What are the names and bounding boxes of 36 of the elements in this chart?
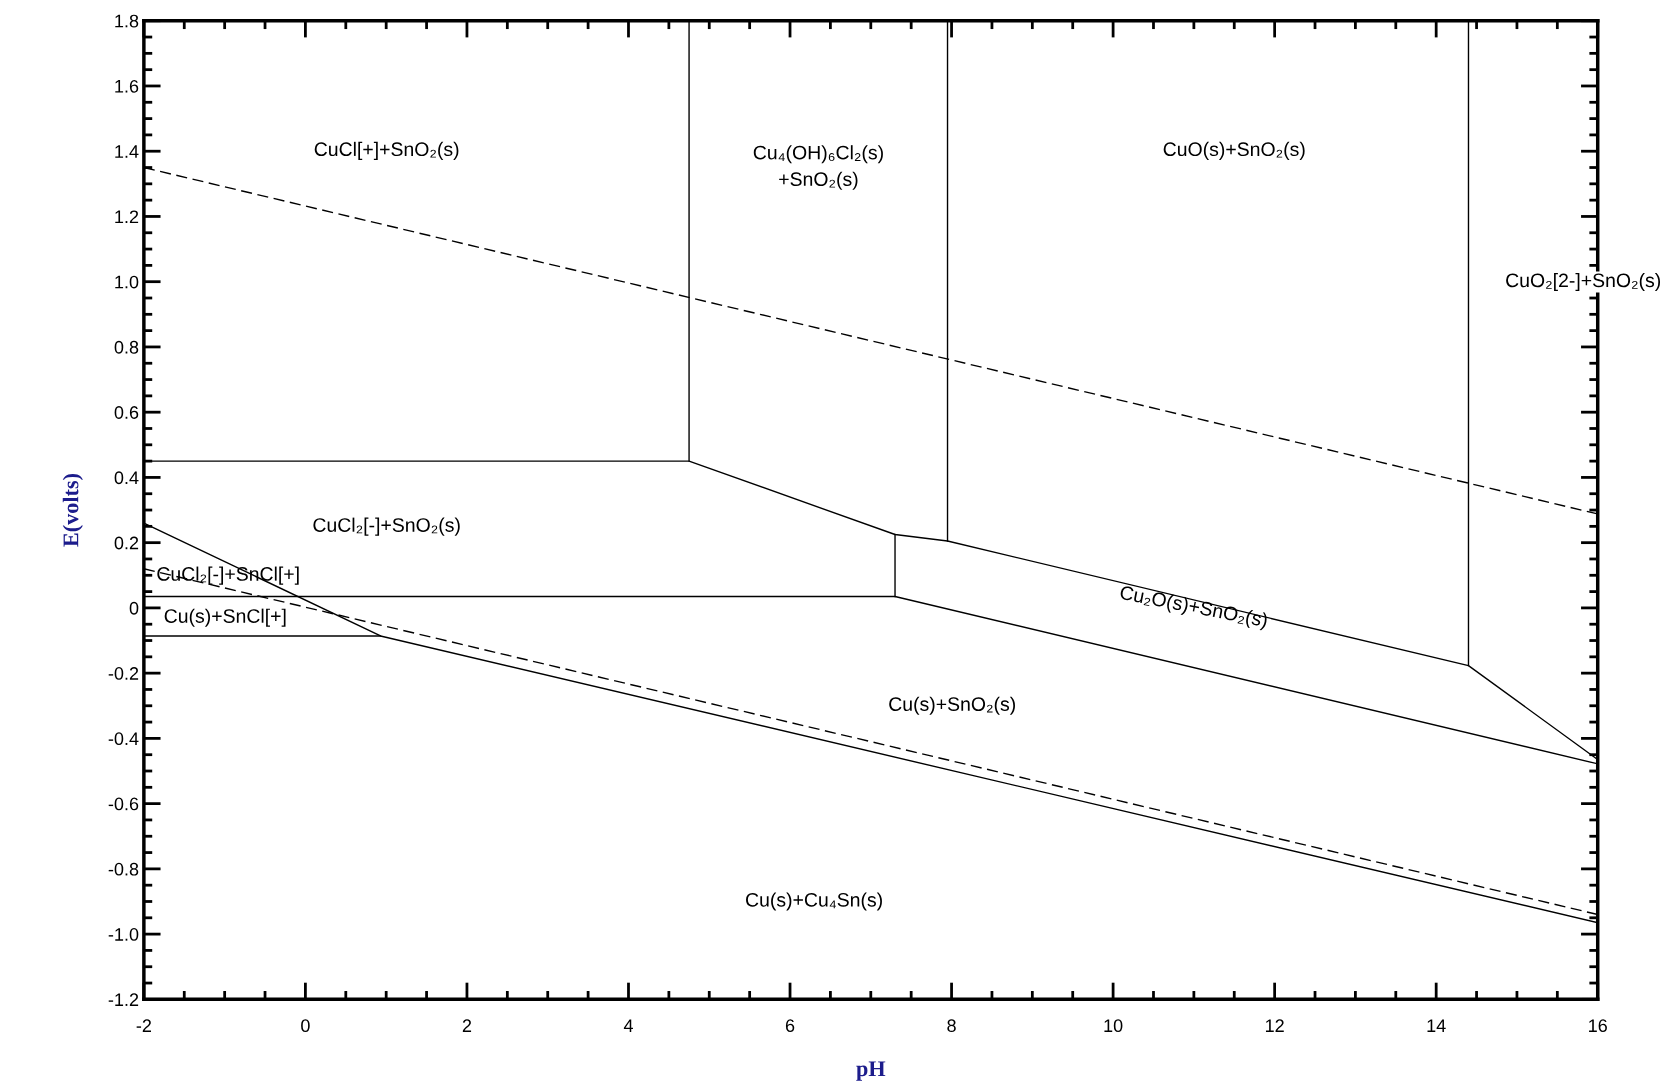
x-tick-label: 2 <box>462 1019 472 1032</box>
y-tick-label: -0.6 <box>108 797 139 811</box>
x-tick-label: 4 <box>623 1019 633 1032</box>
y-tick-label: -0.4 <box>108 732 139 746</box>
x-tick-label: 0 <box>301 1019 310 1033</box>
annotation: Cu₄(OH)₆Cl₂(s) +SnO₂(s) <box>753 145 883 190</box>
y-tick-label: -0.2 <box>108 667 139 680</box>
y-tick-label: 0.2 <box>114 536 139 550</box>
x-tick-label: 6 <box>785 1019 795 1033</box>
y-tick-label: 1.6 <box>115 79 139 93</box>
x-tick-label: 14 <box>1427 1019 1446 1032</box>
annotation: Cu(s)+SnO₂(s) <box>889 696 1016 715</box>
annotation: CuCl[+]+SnO₂(s) <box>314 141 459 160</box>
y-tick-label: -1.2 <box>108 993 139 1006</box>
x-tick-label: 10 <box>1104 1019 1123 1033</box>
annotation: CuO(s)+SnO₂(s) <box>1163 141 1305 160</box>
annotation: CuCl₂[-]+SnO₂(s) <box>313 517 460 536</box>
y-tick-label: 0.8 <box>114 340 139 354</box>
annotation: CuO₂[2-]+SnO₂(s) <box>1506 272 1661 292</box>
y-tick-label: 0 <box>129 601 139 615</box>
annotation: Cu(s)+SnCl[+] <box>164 608 286 627</box>
y-tick-label: 1.2 <box>115 210 139 223</box>
y-tick-label: 1.8 <box>115 14 139 28</box>
y-tick-label: 0.4 <box>114 471 139 485</box>
x-tick-label: -2 <box>136 1019 151 1032</box>
x-tick-label: 8 <box>947 1019 956 1033</box>
x-tick-label: 16 <box>1589 1019 1607 1033</box>
y-tick-label: 1.0 <box>115 275 139 289</box>
y-axis-title: E(volts) <box>62 473 83 547</box>
y-tick-label: -0.8 <box>108 862 139 876</box>
y-tick-label: -1.0 <box>108 928 139 941</box>
y-tick-label: 1.4 <box>115 145 139 158</box>
x-axis-title: pH <box>856 1061 886 1081</box>
x-tick-label: 12 <box>1265 1019 1284 1032</box>
y-tick-label: 0.6 <box>114 406 139 419</box>
annotation: Cu(s)+Cu₄Sn(s) <box>746 892 882 911</box>
